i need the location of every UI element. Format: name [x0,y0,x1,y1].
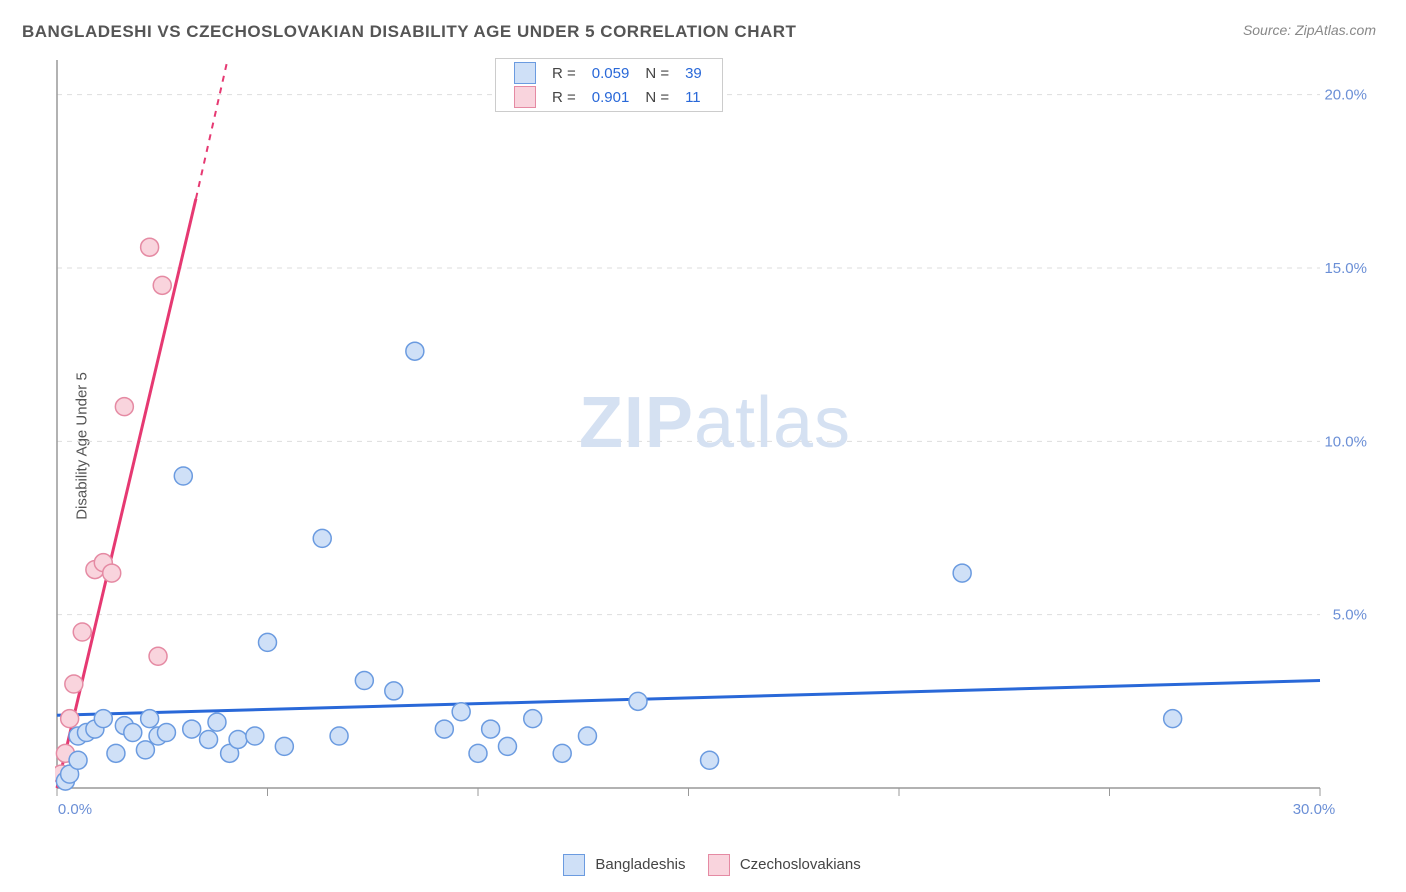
svg-text:20.0%: 20.0% [1324,87,1367,104]
legend-row-blue: R = 0.059 N = 39 [506,61,710,85]
scatter-plot: ZIPatlas 5.0%10.0%15.0%20.0%0.0%30.0% R … [55,58,1375,818]
legend-N-label: N = [637,85,677,109]
legend-N-blue: 39 [677,61,710,85]
legend-bottom: Bangladeshis Czechoslovakians [0,854,1406,876]
plot-svg: 5.0% 10.0% 15.0% 20.0% 0.0% 30.0% [55,58,1375,818]
legend-R-label: R = [544,61,584,85]
svg-text:0.0%: 0.0% [58,801,92,818]
legend-R-label: R = [544,85,584,109]
svg-text:15.0%: 15.0% [1324,260,1367,277]
legend-row-pink: R = 0.901 N = 11 [506,85,710,109]
legend-N-pink: 11 [677,85,710,109]
chart-title: BANGLADESHI VS CZECHOSLOVAKIAN DISABILIT… [22,22,796,42]
legend-swatch-blue [514,62,536,84]
legend-R-blue: 0.059 [584,61,638,85]
legend-swatch-pink [708,854,730,876]
legend-R-pink: 0.901 [584,85,638,109]
legend-swatch-blue [563,854,585,876]
svg-text:5.0%: 5.0% [1333,607,1367,624]
source-link[interactable]: ZipAtlas.com [1295,22,1376,38]
legend-swatch-pink [514,86,536,108]
legend-N-label: N = [637,61,677,85]
source-prefix: Source: [1243,22,1295,38]
svg-text:10.0%: 10.0% [1324,433,1367,450]
legend-label-blue: Bangladeshis [595,856,685,873]
source-label: Source: ZipAtlas.com [1243,22,1376,38]
svg-text:30.0%: 30.0% [1293,801,1336,818]
legend-stats-box: R = 0.059 N = 39 R = 0.901 N = 11 [495,58,723,112]
legend-label-pink: Czechoslovakians [740,856,861,873]
